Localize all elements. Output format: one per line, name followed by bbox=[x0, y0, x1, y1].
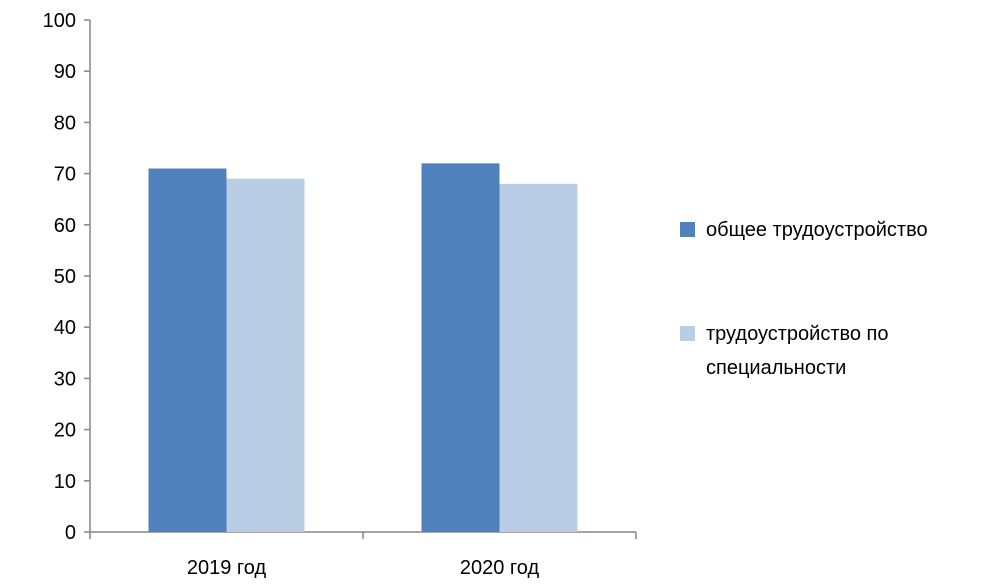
bar-employment-by-specialty-1 bbox=[499, 183, 578, 532]
bar-general-employment-1 bbox=[421, 163, 500, 533]
y-tick-label: 40 bbox=[54, 317, 76, 339]
axis-labels: 0 10 20 30 40 50 60 70 80 90 100 2019 год 2020 год bbox=[43, 10, 540, 579]
y-tick-label: 0 bbox=[65, 522, 76, 544]
bar-employment-by-specialty-0 bbox=[226, 178, 305, 532]
y-tick-label: 80 bbox=[54, 112, 76, 134]
legend-label-1: трудоустройство по bbox=[706, 323, 889, 345]
legend-swatch-1 bbox=[680, 326, 695, 341]
y-tick-label: 20 bbox=[54, 420, 76, 442]
x-category-label: 2019 год bbox=[187, 557, 267, 579]
legend: общее трудоустройство трудоустройство по с… bbox=[680, 219, 928, 379]
y-tick-label: 60 bbox=[54, 215, 76, 237]
bar-general-employment-0 bbox=[148, 168, 227, 533]
y-tick-label: 70 bbox=[54, 164, 76, 186]
bars bbox=[148, 163, 578, 533]
y-tick-label: 30 bbox=[54, 368, 76, 390]
legend-label-1: специальности bbox=[706, 357, 846, 379]
y-tick-label: 90 bbox=[54, 61, 76, 83]
y-tick-label: 50 bbox=[54, 266, 76, 288]
x-category-label: 2020 год bbox=[460, 557, 540, 579]
legend-label-0: общее трудоустройство bbox=[706, 219, 928, 241]
y-tick-label: 100 bbox=[43, 10, 76, 32]
legend-swatch-0 bbox=[680, 222, 695, 237]
y-tick-label: 10 bbox=[54, 471, 76, 493]
